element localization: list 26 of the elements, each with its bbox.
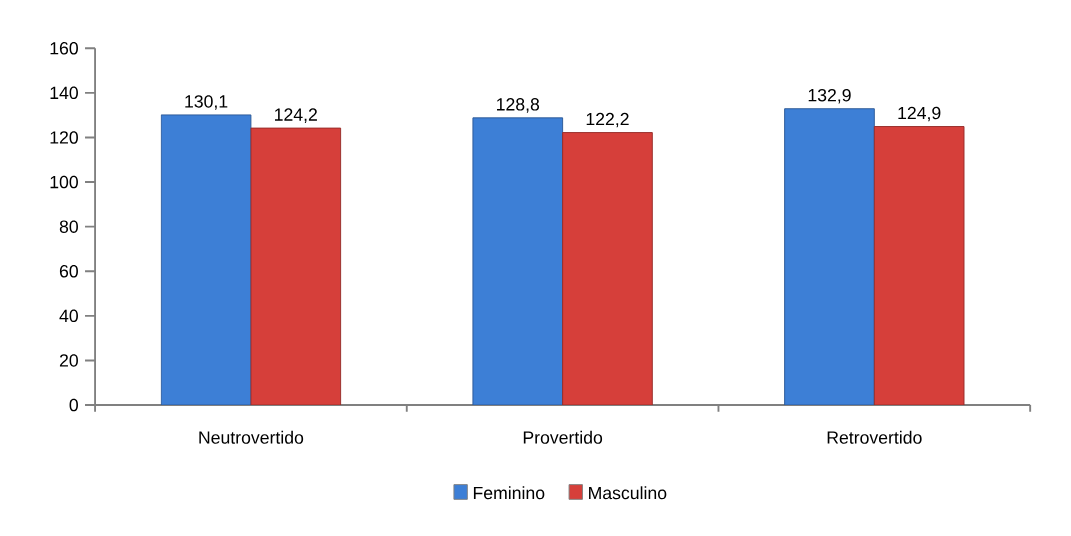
y-tick-label: 120 bbox=[50, 131, 78, 144]
y-tick-label: 20 bbox=[59, 354, 78, 367]
bar bbox=[472, 117, 564, 406]
bar bbox=[784, 108, 875, 406]
y-tick-label: 0 bbox=[69, 398, 78, 412]
data-label: 128,8 bbox=[497, 98, 540, 113]
bar bbox=[873, 126, 965, 406]
y-tick-label: 140 bbox=[50, 86, 78, 100]
x-tick-label: Neutrovertido bbox=[199, 430, 304, 444]
legend-label: Feminino bbox=[473, 486, 545, 500]
x-tick-label: Retrovertido bbox=[827, 430, 922, 444]
data-label: 124,2 bbox=[275, 108, 317, 123]
y-tick-label: 160 bbox=[50, 42, 78, 55]
bar bbox=[562, 132, 653, 406]
data-label: 122,2 bbox=[586, 112, 629, 128]
y-tick-label: 40 bbox=[59, 309, 78, 323]
y-tick-label: 60 bbox=[59, 264, 78, 278]
bar bbox=[160, 114, 252, 406]
data-label: 132,9 bbox=[808, 88, 851, 104]
data-label: 130,1 bbox=[185, 95, 228, 110]
legend-label: Masculino bbox=[589, 486, 667, 500]
y-tick-label: 100 bbox=[50, 175, 78, 189]
x-tick-label: Provertido bbox=[523, 430, 603, 444]
data-label: 124,9 bbox=[898, 106, 941, 122]
y-tick-label: 80 bbox=[59, 220, 78, 233]
bar bbox=[250, 127, 342, 406]
